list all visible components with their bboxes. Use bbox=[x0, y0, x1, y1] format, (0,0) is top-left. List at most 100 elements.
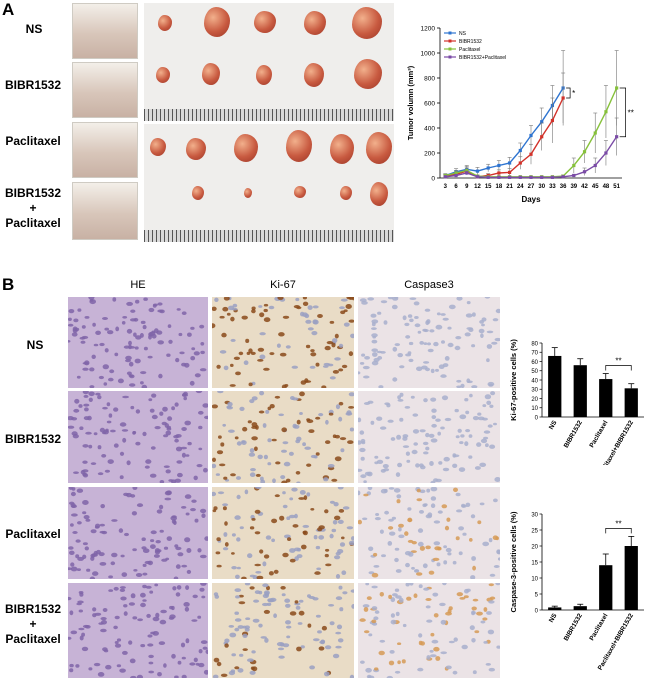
x-tick-label: 12 bbox=[474, 184, 481, 190]
data-point bbox=[529, 175, 533, 179]
data-point bbox=[550, 118, 555, 123]
significance-label: ** bbox=[628, 108, 634, 117]
x-tick-label: 51 bbox=[613, 184, 620, 190]
category-label: Paclitaxel bbox=[588, 612, 609, 642]
y-tick-label: 20 bbox=[531, 544, 538, 550]
legend-marker bbox=[448, 55, 452, 59]
micrograph-ki-paclitaxel bbox=[212, 487, 354, 579]
data-point bbox=[550, 175, 555, 179]
significance-label: ** bbox=[615, 357, 621, 366]
data-point bbox=[572, 163, 576, 168]
category-label: BIBR1532 bbox=[563, 419, 584, 449]
x-tick-label: 3 bbox=[444, 184, 448, 190]
y-tick-label: 40 bbox=[531, 378, 538, 384]
data-point bbox=[507, 170, 512, 174]
y-axis-label: Tumor volumn (mm³) bbox=[406, 65, 415, 140]
tumor-tray-upper bbox=[144, 3, 394, 121]
y-tick-label: 0 bbox=[431, 176, 435, 183]
data-point bbox=[475, 169, 480, 173]
panel-a-letter: A bbox=[2, 0, 15, 19]
bar-3 bbox=[624, 388, 638, 417]
data-point bbox=[529, 133, 533, 138]
legend-label: NS bbox=[459, 31, 467, 37]
x-tick-label: 30 bbox=[538, 184, 545, 190]
category-label: Paclitaxel bbox=[588, 419, 609, 449]
row-label-b-bibr1532: BIBR1532 bbox=[4, 432, 62, 446]
micrograph-ki-ns bbox=[212, 297, 354, 388]
micrograph-he-ns bbox=[68, 297, 208, 388]
bar-0 bbox=[548, 355, 562, 417]
y-tick-label: 30 bbox=[531, 388, 538, 394]
data-point bbox=[561, 96, 565, 100]
data-point bbox=[593, 163, 597, 168]
y-tick-label: 10 bbox=[531, 406, 538, 412]
data-point bbox=[507, 161, 512, 165]
x-tick-label: 48 bbox=[603, 184, 610, 190]
legend-marker bbox=[448, 31, 452, 35]
data-point bbox=[529, 152, 533, 156]
series-1 bbox=[443, 72, 566, 179]
x-tick-label: 9 bbox=[465, 184, 469, 190]
data-point bbox=[507, 175, 512, 179]
row-label-b-ns: NS bbox=[26, 338, 44, 352]
y-tick-label: 15 bbox=[531, 560, 538, 566]
bar-3 bbox=[624, 546, 638, 610]
y-tick-label: 50 bbox=[531, 369, 538, 375]
row-label-paclitaxel: Paclitaxel bbox=[5, 134, 61, 148]
data-point bbox=[540, 135, 544, 139]
y-tick-label: 25 bbox=[531, 528, 538, 534]
micrograph-he-combination bbox=[68, 583, 208, 678]
bar-0 bbox=[548, 607, 562, 610]
y-tick-label: 80 bbox=[531, 341, 538, 347]
data-point bbox=[582, 170, 587, 174]
mouse-photo-ns bbox=[72, 3, 138, 59]
y-tick-label: 60 bbox=[531, 360, 538, 366]
data-point bbox=[454, 173, 458, 178]
data-point bbox=[518, 175, 522, 179]
mouse-photo-combination bbox=[72, 182, 138, 240]
data-point bbox=[497, 171, 501, 175]
data-point bbox=[572, 173, 576, 178]
bar-2 bbox=[599, 565, 613, 610]
y-tick-label: 70 bbox=[531, 351, 538, 357]
x-tick-label: 33 bbox=[549, 184, 556, 190]
data-point bbox=[497, 175, 501, 179]
column-header-caspase3: Caspase3 bbox=[404, 279, 454, 291]
y-tick-label: 10 bbox=[531, 576, 538, 582]
y-tick-label: 5 bbox=[535, 592, 539, 598]
series-line-1 bbox=[445, 97, 564, 178]
category-label: BIBR1532 bbox=[563, 612, 584, 642]
significance-bracket bbox=[605, 528, 632, 534]
x-tick-label: 36 bbox=[560, 184, 567, 190]
x-tick-label: 15 bbox=[485, 184, 492, 190]
micrograph-he-bibr1532 bbox=[68, 391, 208, 483]
x-tick-label: 6 bbox=[454, 184, 458, 190]
data-point bbox=[604, 110, 608, 114]
legend-label: BIBR1532+Paclitaxel bbox=[459, 55, 506, 61]
data-point bbox=[486, 166, 490, 170]
category-label: NS bbox=[548, 612, 559, 624]
micrograph-he-paclitaxel bbox=[68, 487, 208, 579]
x-axis-label: Days bbox=[521, 195, 541, 204]
y-tick-label: 600 bbox=[424, 101, 435, 108]
x-tick-label: 42 bbox=[581, 184, 588, 190]
series-0 bbox=[443, 50, 566, 178]
data-point bbox=[615, 86, 619, 90]
y-axis-label: Caspase-3-positive cells (%) bbox=[509, 511, 518, 612]
data-point bbox=[443, 175, 447, 179]
mouse-photo-paclitaxel bbox=[72, 122, 138, 178]
significance-label: * bbox=[572, 89, 575, 98]
legend-label: Paclitaxel bbox=[459, 47, 480, 53]
significance-label: ** bbox=[615, 519, 621, 528]
data-point bbox=[465, 168, 469, 173]
y-axis-label: Ki-67-positive cells (%) bbox=[509, 339, 518, 421]
series-line-0 bbox=[445, 87, 564, 177]
row-label-b-paclitaxel: Paclitaxel bbox=[5, 527, 61, 541]
x-tick-label: 45 bbox=[592, 184, 599, 190]
significance-bracket bbox=[605, 365, 632, 371]
legend-label: BIBR1532 bbox=[459, 39, 482, 45]
data-point bbox=[465, 171, 469, 175]
data-point bbox=[486, 175, 490, 179]
micrograph-ki-bibr1532 bbox=[212, 391, 354, 483]
